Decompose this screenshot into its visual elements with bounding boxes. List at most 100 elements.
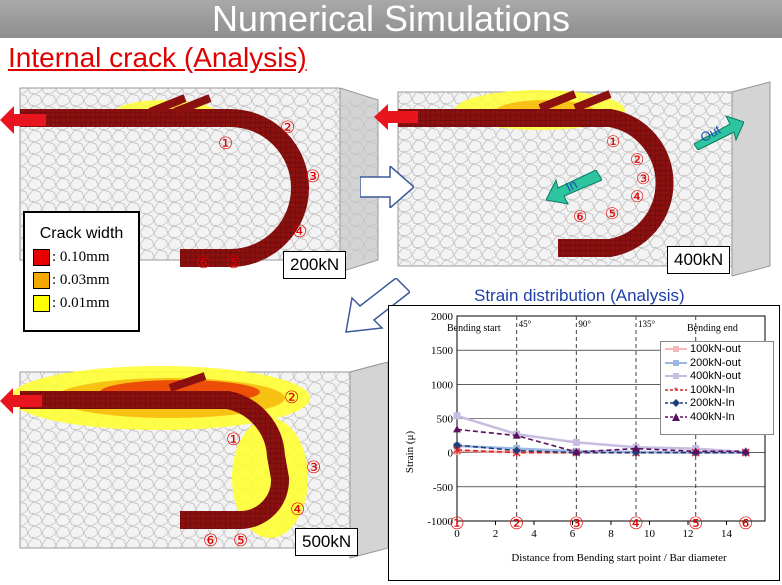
crack-width-legend: Crack width : 0.10mm : 0.03mm : 0.01mm xyxy=(23,211,140,332)
in-direction-arrow-icon xyxy=(546,170,602,205)
x-tick-label: 12 xyxy=(683,528,694,540)
section-subtitle: Internal crack (Analysis) xyxy=(8,42,307,73)
out-direction-arrow-icon xyxy=(694,116,744,150)
angle-label: 90° xyxy=(578,319,591,329)
data-point xyxy=(632,444,641,452)
chart-legend-item: 200kN-out xyxy=(661,357,773,370)
x-tick-label: 14 xyxy=(721,528,733,540)
data-point xyxy=(691,447,700,455)
x-tick-label: 0 xyxy=(454,528,460,540)
position-marker: ① xyxy=(449,514,464,533)
marker-1: ① xyxy=(226,430,242,449)
position-marker: ⑤ xyxy=(688,514,703,533)
x-tick-label: 4 xyxy=(531,528,537,540)
legend-series-label: 200kN-In xyxy=(690,397,735,410)
marker-2: ② xyxy=(280,118,296,137)
marker-4: ④ xyxy=(292,222,308,241)
marker-5: ⑤ xyxy=(226,253,242,272)
bending-start-label: Bending start xyxy=(447,323,501,334)
series-line xyxy=(456,444,746,454)
chart-legend-item: 200kN-In xyxy=(661,397,773,410)
data-point xyxy=(453,441,461,450)
position-marker: ③ xyxy=(569,514,584,533)
next-step-arrow-icon xyxy=(345,278,410,333)
marker-5: ⑤ xyxy=(233,531,249,550)
position-marker: ② xyxy=(509,514,524,533)
simulation-panel-400kn: Out In ① ② ③ ④ ⑤ ⑥ xyxy=(370,80,782,280)
angle-label: 135° xyxy=(638,319,656,329)
marker-4: ④ xyxy=(630,189,645,206)
legend-series-label: 100kN-In xyxy=(690,383,735,396)
marker-6: ⑥ xyxy=(203,531,219,550)
marker-4: ④ xyxy=(290,500,306,519)
data-point xyxy=(741,447,750,455)
y-tick-label: 0 xyxy=(448,448,454,460)
legend-series-label: 100kN-out xyxy=(690,343,741,356)
chart-legend: 100kN-out 200kN-out 400kN-out * 100kN-In … xyxy=(660,341,774,435)
legend-series-label: 400kN-out xyxy=(690,370,741,383)
legend-label: : 0.03mm xyxy=(52,272,110,288)
load-arrow-icon xyxy=(374,104,418,130)
marker-1: ① xyxy=(218,134,234,153)
simulation-panel-500kn: ① ② ③ ④ ⑤ ⑥ xyxy=(0,358,390,572)
y-tick-label: -500 xyxy=(433,482,454,494)
legend-title: Crack width xyxy=(39,225,124,242)
load-label-200kn: 200kN xyxy=(283,251,347,279)
data-point xyxy=(572,438,580,446)
bending-end-label: Bending end xyxy=(687,323,738,334)
marker-3: ③ xyxy=(306,458,322,477)
data-point xyxy=(512,431,521,439)
legend-swatch xyxy=(33,295,50,312)
x-tick-label: 10 xyxy=(644,528,656,540)
y-tick-label: 1000 xyxy=(431,379,454,391)
marker-6: ⑥ xyxy=(573,209,588,226)
series-line xyxy=(456,414,746,454)
position-marker: ⑥ xyxy=(738,514,753,533)
svg-text:*: * xyxy=(674,386,678,395)
load-arrow-icon xyxy=(0,388,42,414)
next-step-arrow-icon xyxy=(360,166,414,208)
load-arrow-icon xyxy=(0,106,46,134)
data-point xyxy=(453,425,461,433)
legend-label: : 0.10mm xyxy=(52,249,110,265)
data-point xyxy=(572,447,581,455)
load-label-400kn: 400kN xyxy=(667,246,731,274)
marker-3: ③ xyxy=(305,167,321,186)
y-axis-title: Strain (μ) xyxy=(404,431,416,474)
y-tick-label: 1500 xyxy=(431,345,454,357)
marker-2: ② xyxy=(284,388,300,407)
chart-title: Strain distribution (Analysis) xyxy=(474,286,685,305)
marker-6: ⑥ xyxy=(196,253,212,272)
legend-item: : 0.03mm xyxy=(33,272,138,289)
simulation-image-400kn xyxy=(397,81,771,277)
angle-label: 45° xyxy=(519,319,532,329)
legend-swatch xyxy=(33,272,50,289)
marker-5: ⑤ xyxy=(605,206,620,223)
data-point xyxy=(512,446,521,455)
legend-series-label: 400kN-In xyxy=(690,410,735,423)
x-axis-title: Distance from Bending start point / Bar … xyxy=(511,552,727,564)
y-tick-label: 2000 xyxy=(431,311,454,323)
legend-item: : 0.01mm xyxy=(33,295,138,312)
chart-legend-item: 400kN-out xyxy=(661,370,773,383)
position-marker: ④ xyxy=(628,514,643,533)
chart-legend-item: * 100kN-In xyxy=(661,384,773,397)
marker-1: ① xyxy=(606,134,621,151)
y-tick-label: -1000 xyxy=(427,516,453,528)
legend-series-label: 200kN-out xyxy=(690,356,741,369)
chart-legend-item: 400kN-In xyxy=(661,411,773,424)
slide-title: Numerical Simulations xyxy=(211,0,571,39)
data-point xyxy=(453,412,461,420)
series-line xyxy=(456,449,746,454)
marker-3: ③ xyxy=(636,171,651,188)
series-line xyxy=(456,444,746,454)
simulation-image-500kn xyxy=(10,361,389,559)
x-tick-label: 2 xyxy=(493,528,499,540)
x-tick-label: 6 xyxy=(570,528,576,540)
title-bar: Numerical Simulations xyxy=(0,0,782,38)
series-400kN-In xyxy=(453,425,750,455)
marker-2: ② xyxy=(630,152,645,169)
series-line xyxy=(456,428,746,453)
load-label-500kn: 500kN xyxy=(295,528,359,556)
